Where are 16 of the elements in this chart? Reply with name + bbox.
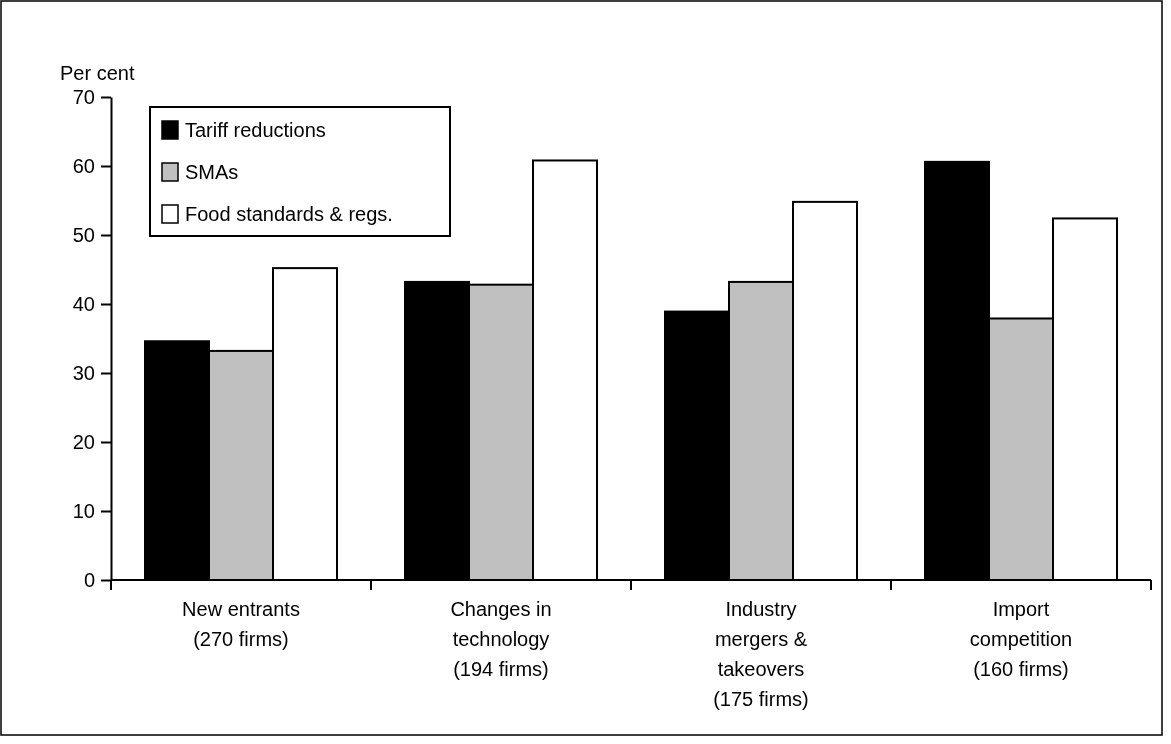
- legend-label: Food standards & regs.: [185, 203, 393, 225]
- y-tick-label: 50: [72, 223, 95, 246]
- x-tick-label: Industry mergers & takeovers (175 firms): [713, 598, 809, 710]
- y-tick-label: 30: [72, 361, 95, 384]
- x-tick-label: Import competition (160 firms): [969, 598, 1073, 680]
- legend-label: Tariff reductions: [185, 119, 326, 141]
- x-tick-label: Changes in technology (194 firms): [450, 598, 552, 680]
- y-tick-label: 70: [72, 85, 95, 108]
- y-tick-label: 40: [72, 292, 95, 315]
- y-tick-label: 20: [72, 430, 95, 453]
- legend-label: SMAs: [185, 161, 239, 183]
- y-tick-label: 10: [72, 499, 95, 522]
- x-tick-label: New entrants (270 firms): [182, 598, 300, 650]
- y-tick-label: 60: [72, 154, 95, 177]
- y-tick-label: 0: [83, 568, 95, 591]
- y-axis-title: Per cent: [60, 62, 135, 84]
